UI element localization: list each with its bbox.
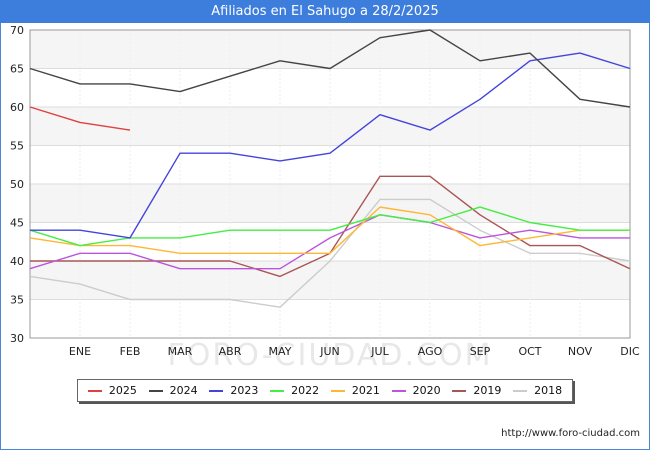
x-tick-label: ABR (219, 345, 242, 358)
legend: 2025 2024 2023 2022 2021 2020 2019 2018 (77, 379, 573, 402)
y-tick-label: 50 (10, 178, 24, 191)
watermark: FORO-CIUDAD.COM (168, 338, 493, 373)
plot-border (29, 29, 631, 339)
legend-item-2023: 2023 (209, 384, 258, 397)
y-axis-ticks: 30 35 40 45 50 55 60 65 70 (10, 24, 24, 345)
legend-item-2022: 2022 (270, 384, 319, 397)
legend-label: 2021 (351, 384, 380, 397)
series-line-2021 (29, 206, 630, 255)
series-line-2018 (29, 198, 631, 308)
legend-swatch (330, 389, 345, 392)
y-tick-label: 60 (10, 101, 24, 114)
x-tick-label: SEP (470, 345, 491, 358)
y-tick-label: 30 (10, 332, 24, 345)
series-line-2025 (29, 106, 131, 131)
x-tick-label: FEB (120, 345, 141, 358)
x-tick-label: ENE (69, 345, 91, 358)
legend-swatch (209, 389, 224, 392)
legend-item-2019: 2019 (452, 384, 501, 397)
legend-label: 2022 (291, 384, 320, 397)
x-tick-label: OCT (518, 345, 541, 358)
legend-label: 2018 (534, 384, 563, 397)
y-tick-label: 55 (10, 140, 24, 153)
legend-label: 2019 (473, 384, 502, 397)
legend-item-2025: 2025 (87, 384, 137, 397)
legend-label: 2025 (108, 384, 137, 397)
x-tick-label: MAR (168, 345, 193, 358)
y-tick-label: 45 (10, 217, 24, 230)
legend-swatch (452, 389, 467, 392)
legend-label: 2024 (169, 384, 198, 397)
x-tick-label: AGO (418, 345, 443, 358)
legend-item-2018: 2018 (513, 384, 562, 397)
legend-swatch (391, 389, 406, 392)
y-tick-label: 35 (10, 294, 24, 307)
legend-swatch (148, 389, 163, 392)
x-tick-label: DIC (620, 345, 640, 358)
x-tick-label: MAY (269, 345, 292, 358)
series-line-2023 (30, 52, 631, 239)
legend-swatch (87, 389, 102, 392)
series-line-2024 (29, 29, 631, 108)
chart-title: Afiliados en El Sahugo a 28/2/2025 (0, 0, 650, 23)
legend-swatch (513, 389, 528, 392)
legend-item-2024: 2024 (148, 384, 198, 397)
x-tick-label: JUN (319, 345, 340, 358)
legend-swatch (270, 389, 285, 392)
legend-label: 2023 (230, 384, 259, 397)
x-axis-ticks: ENE FEB MAR ABR MAY JUN JUL AGO SEP OCT NOV DIC (69, 345, 640, 358)
legend-item-2020: 2020 (391, 384, 441, 397)
y-tick-label: 65 (10, 63, 24, 76)
series-line-2020 (29, 214, 630, 270)
x-tick-label: NOV (568, 345, 593, 358)
legend-label: 2020 (412, 384, 441, 397)
series-lines (29, 29, 631, 308)
y-tick-label: 40 (10, 255, 24, 268)
x-tick-label: JUL (370, 345, 389, 358)
legend-item-2021: 2021 (330, 384, 380, 397)
source-url[interactable]: http://www.foro-ciudad.com (501, 428, 640, 439)
y-tick-label: 70 (10, 24, 24, 37)
